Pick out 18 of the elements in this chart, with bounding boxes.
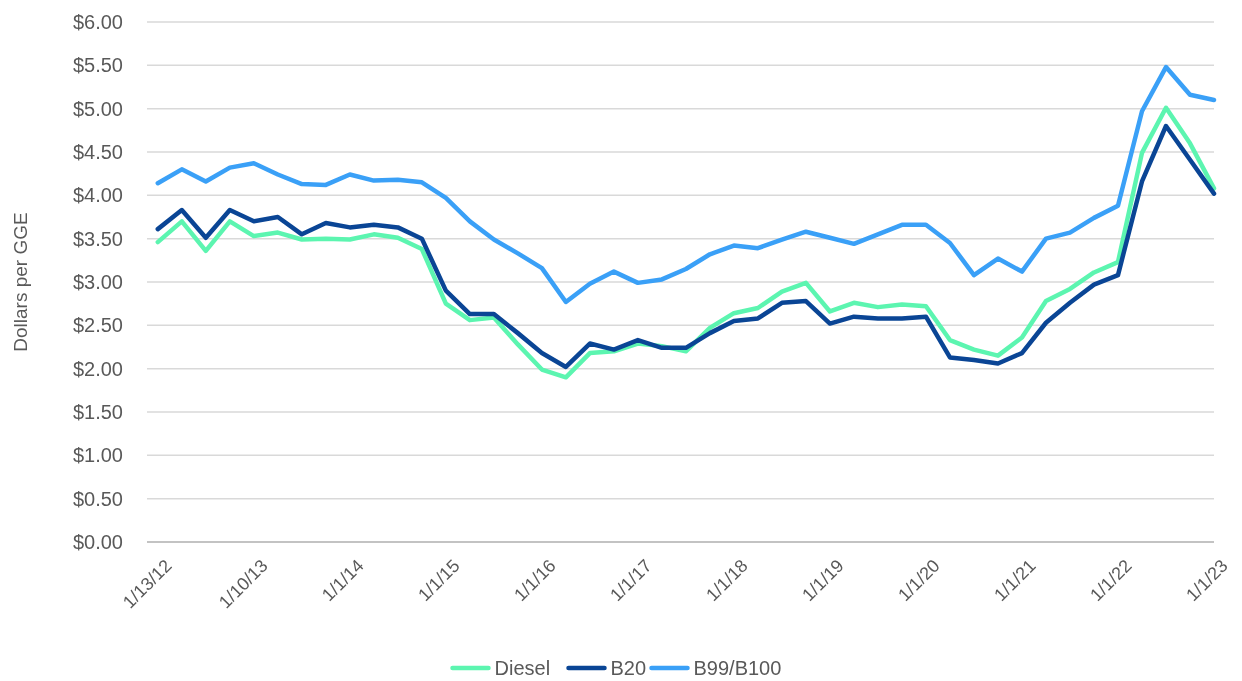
y-tick-label: $5.00 bbox=[72, 97, 123, 120]
y-tick-label: $1.00 bbox=[72, 444, 123, 467]
y-tick-label: $3.50 bbox=[72, 227, 123, 250]
y-tick-label: $1.50 bbox=[72, 401, 123, 423]
legend-label: B20 bbox=[610, 657, 647, 679]
legend-label: Diesel bbox=[494, 657, 551, 679]
y-tick-label: $2.00 bbox=[72, 357, 123, 380]
y-tick-label: $0.50 bbox=[72, 487, 123, 510]
y-tick-label: $0.00 bbox=[72, 531, 123, 553]
y-tick-label: $2.50 bbox=[72, 314, 123, 337]
y-tick-label: $3.00 bbox=[72, 271, 123, 293]
y-tick-label: $4.00 bbox=[72, 184, 123, 207]
y-tick-label: $6.00 bbox=[72, 11, 123, 33]
line-series bbox=[155, 64, 1217, 305]
y-tick-label: $5.50 bbox=[72, 54, 123, 77]
y-axis-title: Dollars per GGE bbox=[10, 212, 31, 352]
y-tick-label: $4.50 bbox=[72, 141, 123, 163]
legend-label: B99/B100 bbox=[693, 657, 782, 679]
